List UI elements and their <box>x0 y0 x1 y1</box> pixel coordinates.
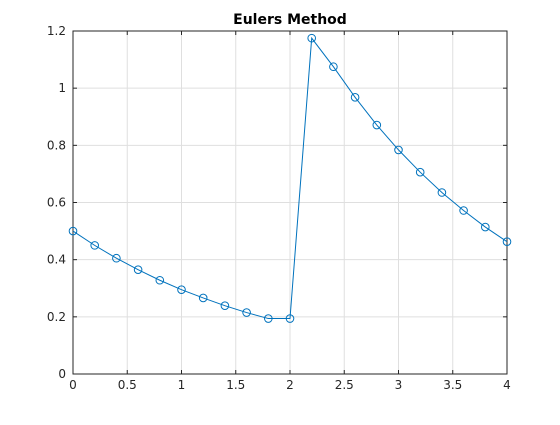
data-point <box>242 308 251 317</box>
x-tick-label: 3 <box>395 378 403 392</box>
data-point <box>220 301 230 310</box>
data-point <box>481 222 490 232</box>
data-point <box>329 62 338 72</box>
data-point <box>155 275 165 285</box>
data-point <box>177 285 186 294</box>
data-point <box>264 314 273 323</box>
data-point <box>394 145 403 155</box>
y-tick-label: 0 <box>58 367 66 381</box>
x-tick-label: 4 <box>503 378 511 392</box>
y-tick-label: 0.8 <box>47 138 66 152</box>
data-point <box>285 314 295 323</box>
series-group <box>68 33 512 323</box>
data-point <box>502 237 512 246</box>
x-tick-label: 0 <box>69 378 77 392</box>
y-tick-label: 0.2 <box>47 310 66 324</box>
x-tick-label: 1 <box>178 378 186 392</box>
y-tick-label: 0.6 <box>47 196 66 210</box>
y-tick-label: 0.4 <box>47 253 66 267</box>
x-tick-labels: 0 0.5 1 1.5 2 2.5 3 3.5 4 <box>69 378 511 392</box>
data-point <box>415 167 425 177</box>
data-point <box>198 293 208 303</box>
data-point <box>68 226 78 236</box>
y-tick-label: 1 <box>58 81 66 95</box>
x-tick-label: 2 <box>286 378 294 392</box>
data-point <box>90 241 99 250</box>
data-point <box>459 206 468 215</box>
data-point <box>350 93 360 102</box>
y-tick-label: 1.2 <box>47 24 66 38</box>
chart-title: Eulers Method <box>233 12 347 28</box>
series-line <box>72 36 508 320</box>
x-tick-label: 0.5 <box>118 378 137 392</box>
y-tick-labels: 0 0.2 0.4 0.6 0.8 1 1.2 <box>47 24 66 381</box>
data-point <box>112 253 121 263</box>
data-point <box>372 120 382 130</box>
data-point <box>437 188 447 197</box>
x-tick-label: 3.5 <box>443 378 462 392</box>
data-point <box>307 33 317 43</box>
x-tick-label: 1.5 <box>226 378 245 392</box>
grid <box>72 30 508 375</box>
data-point <box>133 265 143 274</box>
tick-marks <box>72 30 508 375</box>
x-tick-label: 2.5 <box>335 378 354 392</box>
